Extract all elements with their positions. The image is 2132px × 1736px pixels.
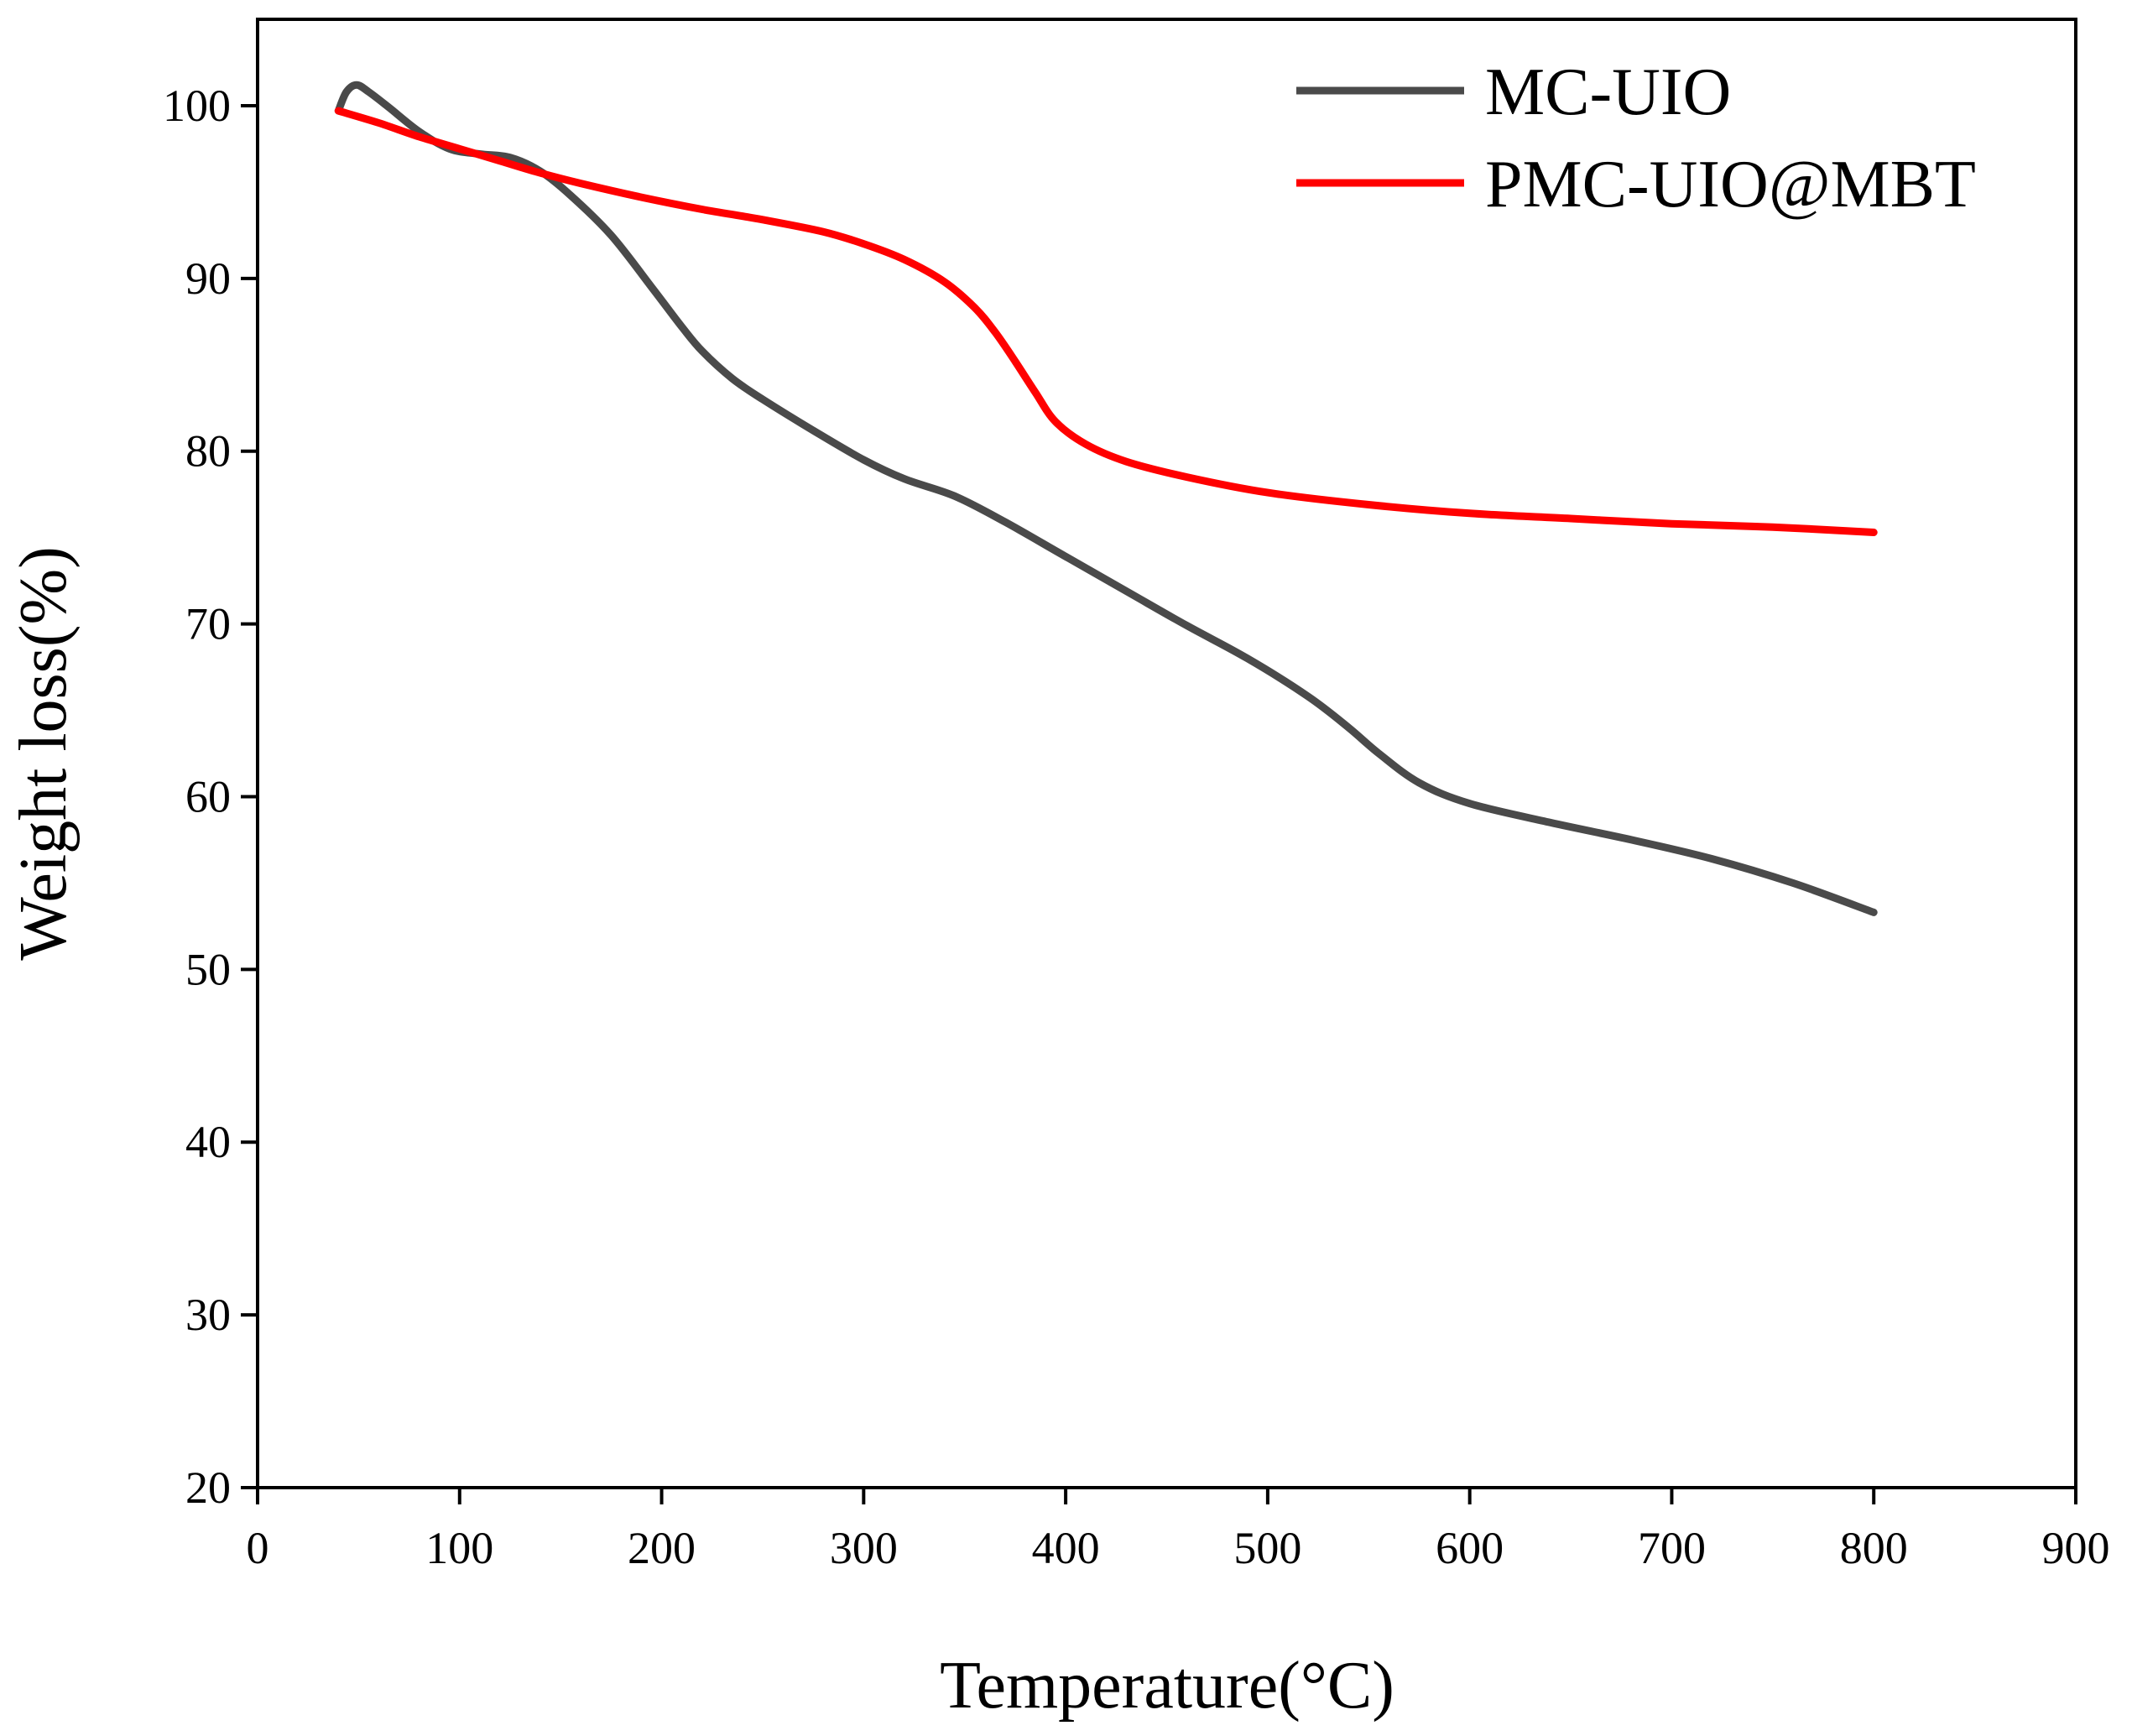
- legend: MC-UIO PMC-UIO@MBT: [1296, 55, 1976, 222]
- y-tick-label: 50: [185, 944, 231, 994]
- x-tick-label: 700: [1638, 1523, 1706, 1573]
- y-tick-label: 70: [185, 599, 231, 649]
- x-tick-label: 300: [830, 1523, 898, 1573]
- x-tick-label: 400: [1032, 1523, 1100, 1573]
- x-axis-title: Temperature(°C): [940, 1649, 1394, 1723]
- x-tick-label: 0: [247, 1523, 269, 1573]
- y-axis-title: Weight loss(%): [7, 546, 81, 960]
- x-tick-label: 200: [628, 1523, 696, 1573]
- x-tick-label: 100: [425, 1523, 493, 1573]
- x-tick-label: 900: [2042, 1523, 2110, 1573]
- x-tick-label: 600: [1436, 1523, 1504, 1573]
- y-tick-label: 90: [185, 253, 231, 304]
- x-tick-label: 800: [1840, 1523, 1908, 1573]
- y-tick-label: 30: [185, 1290, 231, 1340]
- legend-label-mc-uio: MC-UIO: [1485, 55, 1731, 129]
- y-tick-label: 40: [185, 1117, 231, 1167]
- y-tick-label: 80: [185, 426, 231, 477]
- plot-frame: [256, 18, 2077, 1489]
- y-tick-label: 20: [185, 1462, 231, 1513]
- series-line-pmc-uio-mbt: [334, 107, 1878, 536]
- axis-ticks: 0 100 200 300 400 500 600 700 800 900 20 30 40 50 60 70…: [163, 81, 2110, 1573]
- series-layer: [334, 81, 1878, 916]
- y-tick-label: 100: [163, 81, 231, 131]
- y-tick-label: 60: [185, 771, 231, 821]
- x-tick-label: 500: [1233, 1523, 1301, 1573]
- legend-label-pmc-uio-mbt: PMC-UIO@MBT: [1485, 148, 1976, 222]
